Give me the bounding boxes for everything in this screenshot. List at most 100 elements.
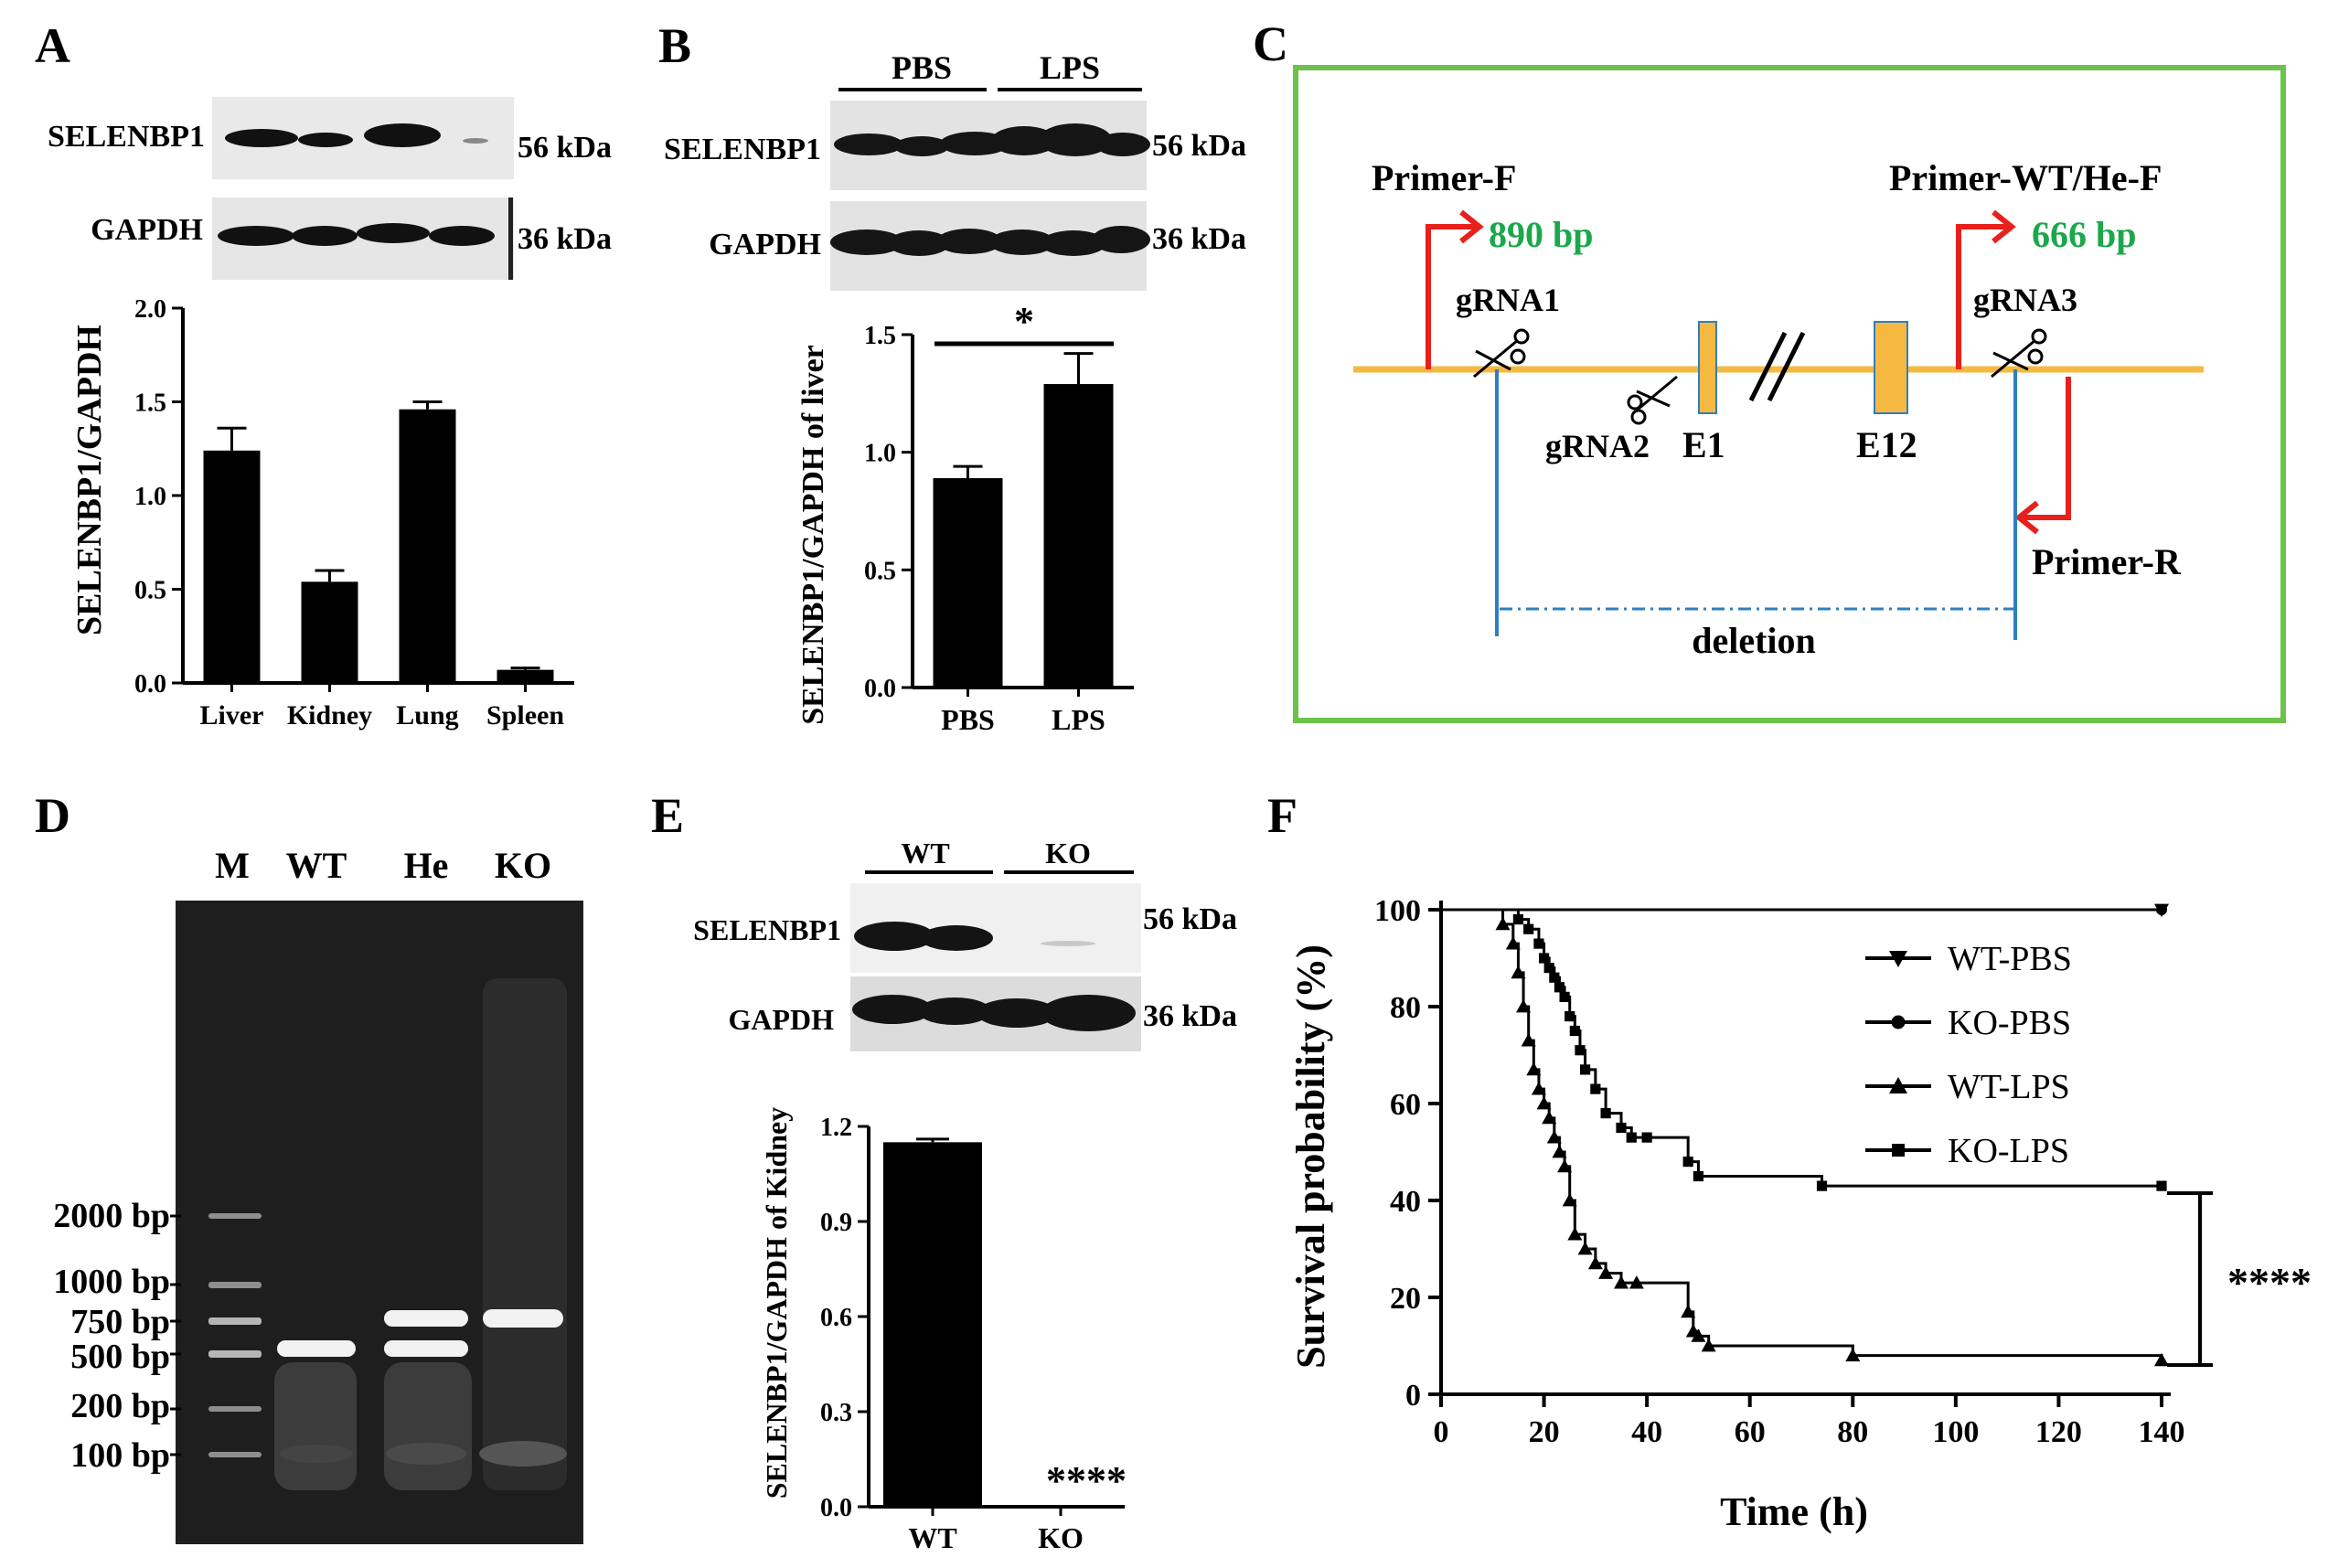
panel-f-ylabel: Survival probability (%) (1288, 944, 1333, 1369)
panel-b-bar (1043, 384, 1114, 688)
panel-b-group2-label: LPS (1040, 49, 1100, 86)
panel-f-marker-triangle-up (1552, 1145, 1567, 1158)
panel-f-marker-square (1523, 923, 1534, 934)
panel-c-primer-r-arrow (2014, 377, 2071, 535)
panel-f-marker-triangle-up (1526, 1061, 1542, 1076)
panel-f-marker-square (1549, 972, 1560, 983)
panel-f-series-ko-pbs: KO-PBS (1441, 904, 2167, 1042)
panel-f-marker-square (1693, 1170, 1704, 1182)
panel-f-marker-triangle-up (1614, 1275, 1629, 1289)
panel-e-bar-chart: 0.0 0.3 0.6 0.9 1.2 WT KO (820, 1114, 1125, 1554)
panel-c-primer-r: Primer-R (2032, 541, 2182, 582)
panel-d-ladder-ticks (170, 1214, 181, 1456)
panel-f-marker-square (1892, 1144, 1905, 1157)
panel-e-blot-bands (852, 922, 1136, 1031)
panel-f-xtick-label: 20 (1529, 1415, 1560, 1449)
panel-f-ytick-label: 0 (1405, 1379, 1421, 1413)
panel-a-bar (203, 450, 261, 683)
panel-c-primer-f-arrow (1426, 209, 1484, 369)
panel-f-marker-triangle-up (1516, 999, 1532, 1013)
panel-a-row1-size: 56 kDa (518, 131, 612, 165)
panel-a-blot-bands (218, 123, 495, 246)
panel-e-row1-label: SELENBP1 (693, 913, 841, 946)
panel-b-ytick-label: 1.5 (864, 322, 896, 350)
panel-c-size-f: 890 bp (1489, 214, 1594, 255)
panel-c-size-wt: 666 bp (2032, 214, 2137, 255)
panel-e-ylabel: SELENBP1/GAPDH of Kidney (760, 1107, 793, 1499)
panel-d-ladder-100: 100 bp (70, 1436, 170, 1475)
panel-c-exon-e12 (1874, 321, 1908, 414)
panel-f-marker-square (1580, 1064, 1591, 1075)
panel-c: C Primer-F 890 bp Primer-WT/He-F 666 bp … (1253, 16, 2286, 723)
panel-f-marker-square (1575, 1045, 1586, 1056)
panel-e-category-label: KO (1038, 1521, 1084, 1554)
panel-f-marker-triangle-up (1598, 1265, 1614, 1279)
panel-b-group1-label: PBS (892, 49, 952, 86)
panel-e-bar (883, 1142, 982, 1507)
panel-f-marker-triangle-up (1542, 1110, 1557, 1125)
panel-e-row2-label: GAPDH (728, 1003, 834, 1036)
scissors-icon-3 (1991, 328, 2047, 379)
panel-a-bar (497, 669, 554, 683)
panel-c-letter: C (1253, 16, 1288, 71)
panel-f-marker-triangle-up (1587, 1255, 1603, 1270)
panel-f-ytick-label: 40 (1390, 1185, 1421, 1219)
panel-a-ytick-label: 1.5 (134, 389, 166, 418)
panel-b-significance: * (1014, 299, 1034, 344)
panel-a-ytick-label: 0.0 (134, 670, 166, 699)
panel-b-row1-label: SELENBP1 (664, 133, 821, 166)
panel-f-legend-label: WT-LPS (1948, 1068, 2070, 1106)
panel-a-row1-label: SELENBP1 (48, 120, 205, 154)
panel-f-marker-triangle-up (1536, 1096, 1552, 1110)
panel-b-letter: B (658, 18, 691, 73)
panel-f-marker-square (1559, 991, 1570, 1002)
panel-c-e12: E12 (1856, 424, 1917, 465)
panel-e-group2-label: KO (1045, 837, 1091, 869)
panel-f-ytick-label: 20 (1390, 1282, 1421, 1316)
panel-f-marker-square (1564, 1011, 1575, 1022)
panel-e-significance: **** (1046, 1458, 1127, 1503)
panel-b: B PBS LPS SELENBP1 GAPDH 56 kDa 36 kDa 0… (658, 18, 1246, 736)
panel-d-lane-he: He (404, 845, 449, 886)
panel-b-row2-size: 36 kDa (1152, 222, 1246, 256)
panel-b-blot-bands (830, 123, 1150, 256)
panel-f-marker-square (1682, 1157, 1693, 1168)
panel-f-legend-label: WT-PBS (1948, 940, 2072, 978)
panel-f-ytick-label: 80 (1390, 991, 1421, 1025)
panel-b-category-label: PBS (941, 703, 995, 736)
panel-a-row2-label: GAPDH (91, 213, 203, 247)
panel-f-xtick-label: 40 (1631, 1415, 1662, 1449)
panel-f-marker-triangle-up (1531, 1082, 1546, 1095)
panel-b-row1-size: 56 kDa (1152, 129, 1246, 163)
panel-f-marker-triangle-up (1521, 1033, 1536, 1047)
panel-d-ladder-200: 200 bp (70, 1387, 170, 1425)
panel-c-break-1 (1748, 331, 1788, 402)
panel-a-bar (399, 409, 456, 683)
panel-d: D M WT He KO 2000 bp 1000 bp (35, 788, 583, 1544)
panel-e-group1-label: WT (901, 837, 949, 869)
panel-f-marker-square (1554, 982, 1565, 993)
panel-e-ytick-label: 0.3 (820, 1399, 852, 1427)
panel-a-bar-chart: 0.0 0.5 1.0 1.5 2.0 Liver Kidney Lung Spleen (134, 295, 574, 731)
panel-f-marker-triangle-up (1495, 916, 1511, 931)
panel-f-marker-triangle-up (1629, 1275, 1644, 1289)
panel-f-marker-triangle-up (1691, 1328, 1706, 1342)
panel-f-ytick-label: 100 (1374, 894, 1421, 928)
panel-a-bar (301, 581, 358, 683)
panel-f-xtick-label: 120 (2035, 1415, 2082, 1449)
scissors-icon-2 (1627, 375, 1678, 425)
panel-a-ylabel: SELENBP1/GAPDH (70, 325, 109, 635)
panel-d-lane-ko: KO (495, 845, 551, 886)
panel-a-ytick-label: 2.0 (134, 295, 166, 324)
panel-a-ytick-label: 1.0 (134, 483, 166, 511)
panel-e-row1-size: 56 kDa (1143, 902, 1237, 936)
panel-a-blot-edge (508, 197, 513, 280)
panel-f-marker-triangle-up (1681, 1304, 1696, 1318)
panel-f-marker-square (2156, 1180, 2167, 1191)
panel-f-marker-circle (1891, 1015, 1906, 1029)
panel-e: E WT KO SELENBP1 GAPDH 56 kDa 36 kDa 0.0… (651, 788, 1237, 1554)
panel-b-ylabel: SELENBP1/GAPDH of liver (796, 345, 830, 725)
panel-e-ytick-label: 0.9 (820, 1209, 852, 1237)
panel-f-marker-square (1590, 1083, 1601, 1094)
